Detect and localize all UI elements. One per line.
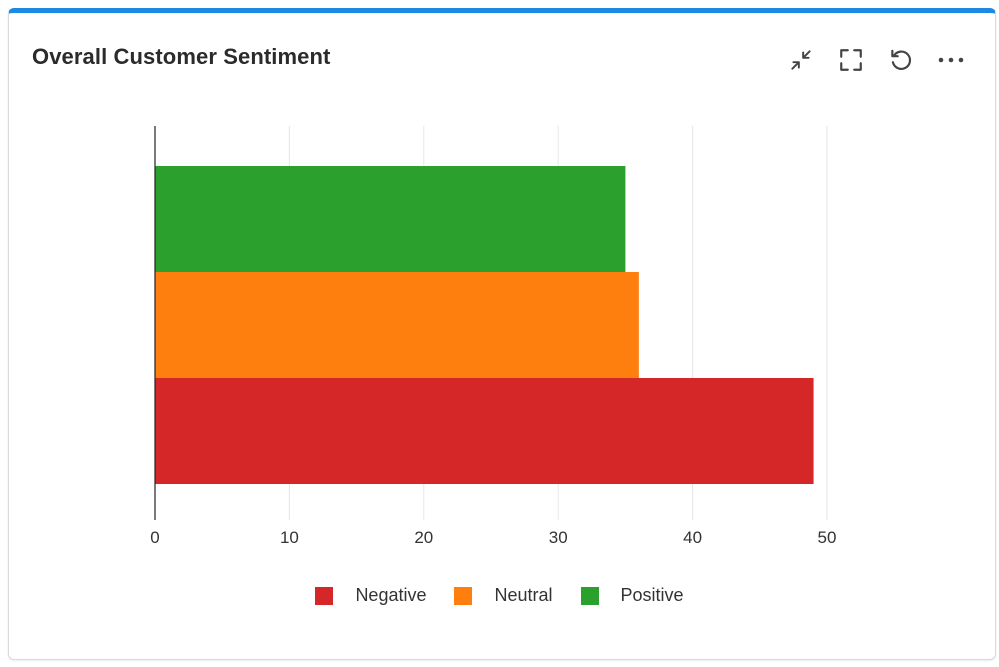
collapse-icon [791, 50, 811, 70]
legend-item-neutral[interactable]: Neutral [454, 585, 553, 606]
bar-neutral[interactable] [155, 272, 639, 378]
legend-swatch [315, 586, 334, 605]
x-tick-label: 40 [683, 528, 702, 547]
x-tick-label: 10 [280, 528, 299, 547]
legend-item-negative[interactable]: Negative [315, 585, 426, 606]
card-title: Overall Customer Sentiment [32, 44, 331, 69]
x-tick-label: 0 [150, 528, 159, 547]
fullscreen-icon [840, 49, 862, 71]
x-tick-label: 50 [818, 528, 837, 547]
bar-positive[interactable] [155, 166, 626, 272]
more-options-icon [938, 57, 964, 63]
refresh-icon [891, 49, 912, 70]
legend-swatch [580, 586, 599, 605]
fullscreen-button[interactable] [837, 46, 865, 74]
chart-bars [155, 166, 814, 484]
legend-label: Positive [620, 585, 684, 605]
legend-swatch [454, 586, 473, 605]
legend-label: Neutral [494, 585, 553, 605]
x-tick-label: 20 [414, 528, 433, 547]
x-tick-label: 30 [549, 528, 568, 547]
refresh-button[interactable] [887, 46, 915, 74]
more-options-button[interactable] [937, 46, 965, 74]
x-axis-ticks: 0 10 20 30 40 50 [150, 528, 836, 547]
legend-label: Negative [355, 585, 427, 605]
chart-legend: Negative Neutral Positive [0, 585, 999, 606]
bar-negative[interactable] [155, 378, 814, 484]
legend-item-positive[interactable]: Positive [580, 585, 684, 606]
card-toolbar [787, 46, 965, 74]
collapse-button[interactable] [787, 46, 815, 74]
